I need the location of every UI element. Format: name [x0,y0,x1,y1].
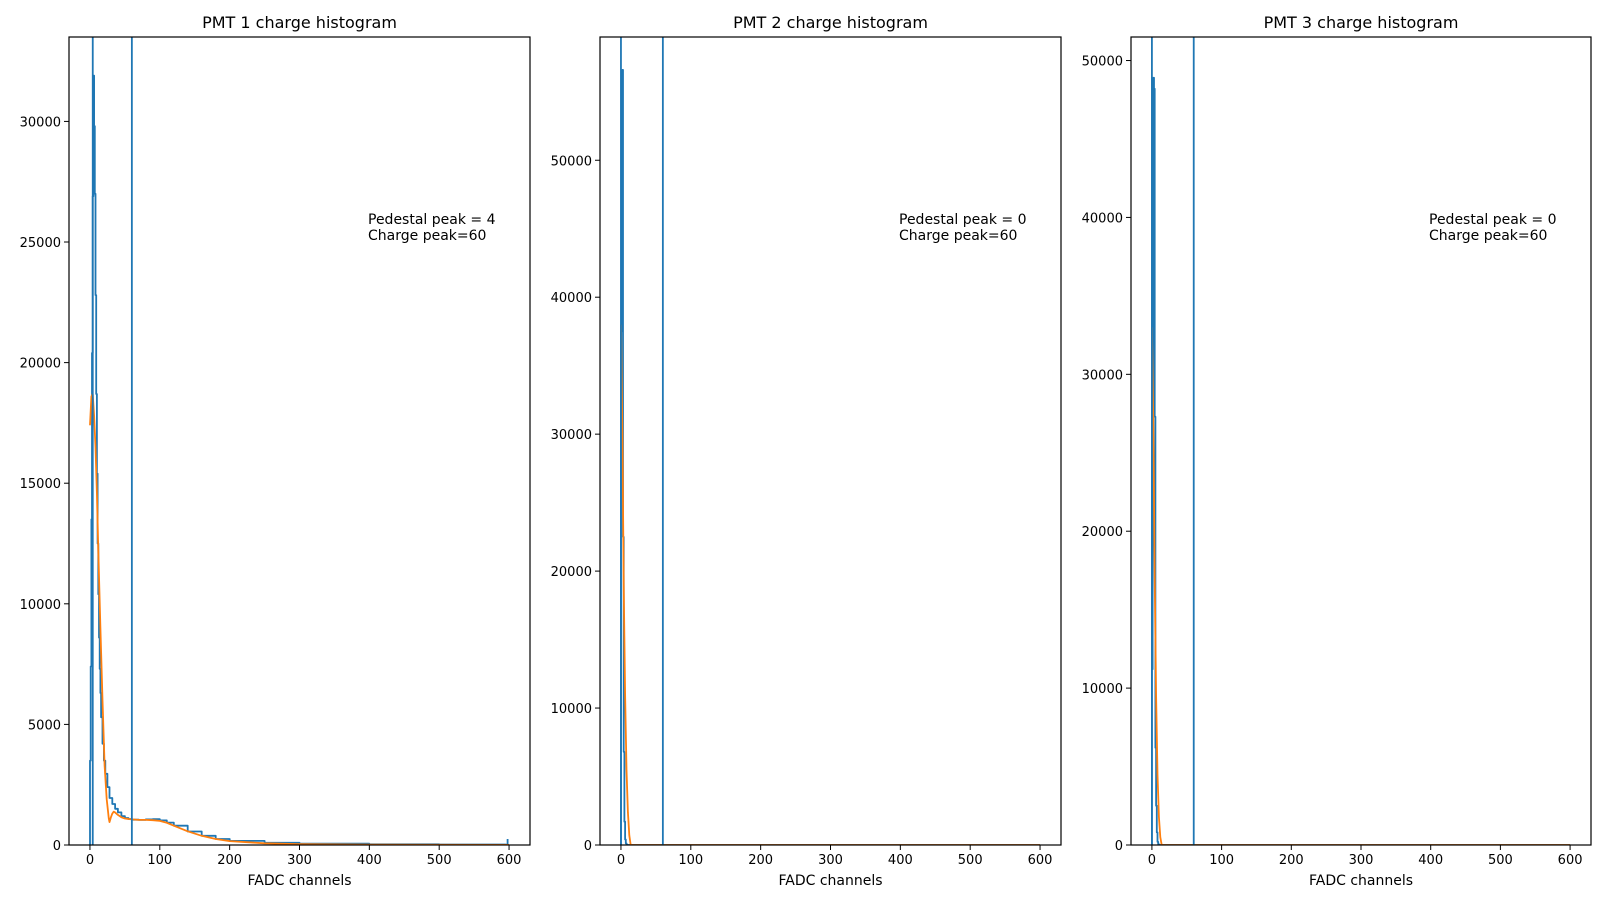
x-tick-label: 400 [1418,853,1443,868]
x-axis-label: FADC channels [778,873,882,889]
x-tick-label: 300 [287,853,312,868]
plot-area [89,74,510,845]
y-tick-label: 15000 [20,477,61,492]
y-tick-label: 30000 [551,428,592,443]
histogram-line [89,74,509,845]
fit-line [620,324,1040,845]
histogram-line [1151,76,1571,845]
y-tick-label: 10000 [20,598,61,613]
x-tick-label: 0 [1148,853,1156,868]
chart-title: PMT 1 charge histogram [202,13,397,32]
y-tick-label: 5000 [28,718,61,733]
x-tick-label: 100 [678,853,703,868]
y-tick-label: 20000 [551,565,592,580]
fit-line [1151,327,1571,845]
plot-area [620,69,1040,845]
y-tick-label: 40000 [1082,211,1123,226]
x-tick-label: 500 [427,853,452,868]
x-tick-label: 0 [86,853,94,868]
chart-panel-pmt-2: PMT 2 charge histogram 0 100 200 300 400 500 60… [551,13,1062,889]
pedestal-peak-annotation: Pedestal peak = 0 [899,212,1026,228]
fit-line [89,393,510,845]
y-tick-label: 25000 [20,236,61,251]
y-tick-label: 0 [1115,839,1123,854]
axes-frame [599,36,1062,846]
y-tick-label: 20000 [1082,525,1123,540]
x-tick-label: 500 [958,853,983,868]
x-tick-label: 600 [1028,853,1053,868]
x-tick-label: 300 [1349,853,1374,868]
y-tick-label: 0 [53,839,61,854]
chart-panel-pmt-1: PMT 1 charge histogram 0 100 200 300 400 500 60… [20,13,531,889]
chart-panel-pmt-3: PMT 3 charge histogram 0 100 200 300 400 500 60… [1082,13,1592,889]
x-tick-label: 0 [617,853,625,868]
x-tick-label: 100 [1209,853,1234,868]
x-tick-label: 200 [748,853,773,868]
x-axis-label: FADC channels [1309,873,1413,889]
pedestal-peak-annotation: Pedestal peak = 4 [368,212,496,228]
x-tick-label: 300 [818,853,843,868]
pedestal-peak-annotation: Pedestal peak = 0 [1429,212,1556,228]
histogram-line [620,69,1040,845]
x-tick-label: 400 [888,853,913,868]
x-tick-label: 100 [147,853,172,868]
charge-peak-annotation: Charge peak=60 [899,228,1017,244]
x-tick-label: 500 [1488,853,1513,868]
y-tick-label: 0 [584,839,592,854]
axes-frame [68,36,531,846]
y-tick-label: 10000 [1082,682,1123,697]
chart-title: PMT 2 charge histogram [733,13,928,32]
axes-frame [1130,36,1592,846]
y-tick-label: 50000 [551,154,592,169]
plot-area [1151,76,1571,845]
x-tick-label: 400 [357,853,382,868]
y-tick-label: 10000 [551,702,592,717]
y-tick-label: 30000 [1082,368,1123,383]
x-axis-label: FADC channels [247,873,351,889]
y-tick-label: 20000 [20,357,61,372]
x-tick-label: 200 [217,853,242,868]
x-tick-label: 600 [1558,853,1583,868]
y-tick-label: 40000 [551,291,592,306]
y-tick-label: 50000 [1082,55,1123,70]
x-tick-label: 200 [1279,853,1304,868]
y-tick-label: 30000 [20,115,61,130]
charge-peak-annotation: Charge peak=60 [1429,228,1547,244]
x-tick-label: 600 [497,853,522,868]
charge-peak-annotation: Charge peak=60 [368,228,486,244]
chart-title: PMT 3 charge histogram [1264,13,1459,32]
